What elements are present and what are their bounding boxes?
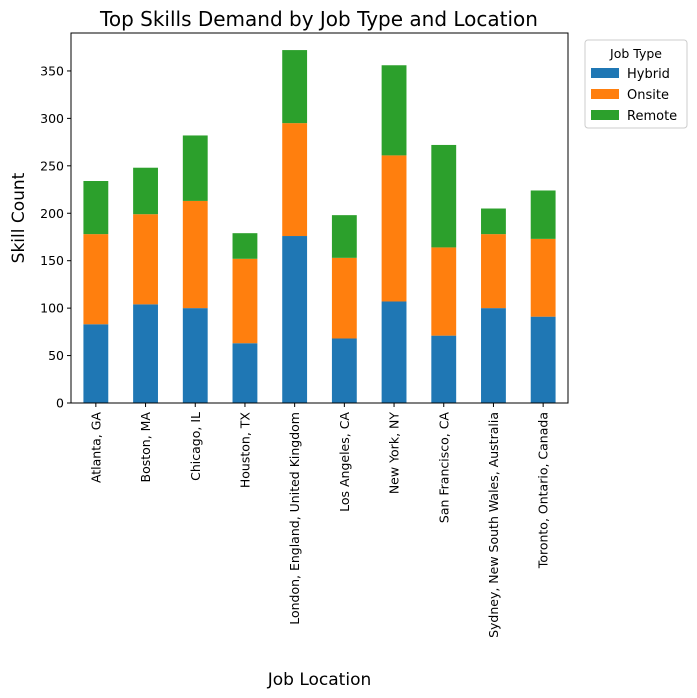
plot-area-frame <box>70 32 569 404</box>
x-axis: Atlanta, GA Boston, MA Chicago, IL Houston,… <box>88 403 551 638</box>
bar-remote-2 <box>182 135 208 201</box>
bar-onsite-9 <box>530 238 556 317</box>
x-tick-label-4: London, England, United Kingdom <box>287 412 302 625</box>
bar-hybrid-4 <box>282 236 308 403</box>
bar-hybrid-5 <box>331 338 357 403</box>
legend-title: Job Type <box>609 46 662 61</box>
legend-box <box>584 39 688 129</box>
y-tick-label-2: 100 <box>40 301 64 316</box>
legend-label-hybrid: Hybrid <box>627 67 670 82</box>
x-tick-label-6: New York, NY <box>387 412 402 495</box>
bar-remote-4 <box>282 50 308 124</box>
bar-hybrid-6 <box>381 301 407 403</box>
y-tick-label-6: 300 <box>40 111 64 126</box>
y-tick-label-0: 0 <box>56 396 64 411</box>
bar-hybrid-1 <box>133 304 158 403</box>
y-axis: 0 50 100 150 200 250 300 350 <box>40 63 71 411</box>
legend-swatch-onsite <box>591 89 619 99</box>
legend-swatch-remote <box>591 110 619 120</box>
x-axis-label: Job Location <box>267 670 372 690</box>
bar-onsite-1 <box>133 214 158 305</box>
bar-remote-0 <box>83 181 109 235</box>
bar-remote-3 <box>232 233 258 259</box>
y-tick-label-3: 150 <box>40 253 64 268</box>
x-tick-label-7: San Francisco, CA <box>436 412 451 524</box>
bar-remote-6 <box>381 65 407 156</box>
x-tick-label-2: Chicago, IL <box>188 412 203 481</box>
bar-onsite-5 <box>331 257 357 339</box>
x-tick-label-5: Los Angeles, CA <box>337 412 352 512</box>
x-tick-label-3: Houston, TX <box>237 412 252 489</box>
bar-onsite-2 <box>182 200 208 309</box>
x-tick-label-8: Sydney, New South Wales, Australia <box>486 412 501 638</box>
legend-swatch-hybrid <box>591 68 619 78</box>
legend-label-remote: Remote <box>627 109 677 124</box>
bar-remote-1 <box>133 167 158 215</box>
y-tick-label-5: 250 <box>40 158 64 173</box>
bar-hybrid-2 <box>182 308 208 403</box>
bars-group <box>83 50 556 403</box>
bar-onsite-8 <box>481 234 506 309</box>
bar-hybrid-8 <box>481 308 506 403</box>
bar-remote-7 <box>431 144 457 248</box>
bar-remote-8 <box>481 208 506 235</box>
y-tick-label-1: 50 <box>48 348 64 363</box>
y-tick-label-4: 200 <box>40 206 64 221</box>
x-tick-label-1: Boston, MA <box>138 412 153 483</box>
bar-hybrid-9 <box>530 316 556 403</box>
legend-label-onsite: Onsite <box>627 88 669 103</box>
bar-onsite-7 <box>431 247 457 336</box>
x-tick-label-9: Toronto, Ontario, Canada <box>536 412 551 569</box>
legend: Job Type Hybrid Onsite Remote <box>584 39 688 129</box>
bar-onsite-4 <box>282 123 308 237</box>
bar-hybrid-7 <box>431 335 457 403</box>
y-axis-label: Skill Count <box>9 172 29 263</box>
bar-remote-9 <box>530 190 556 239</box>
bar-onsite-0 <box>83 234 109 325</box>
x-tick-label-0: Atlanta, GA <box>88 412 103 483</box>
bar-hybrid-0 <box>83 324 109 403</box>
bar-remote-5 <box>331 215 357 258</box>
y-tick-label-7: 350 <box>40 63 64 78</box>
bar-onsite-3 <box>232 258 258 344</box>
bar-hybrid-3 <box>232 343 258 403</box>
chart-title: Top Skills Demand by Job Type and Locati… <box>99 7 538 31</box>
bar-onsite-6 <box>381 155 407 302</box>
